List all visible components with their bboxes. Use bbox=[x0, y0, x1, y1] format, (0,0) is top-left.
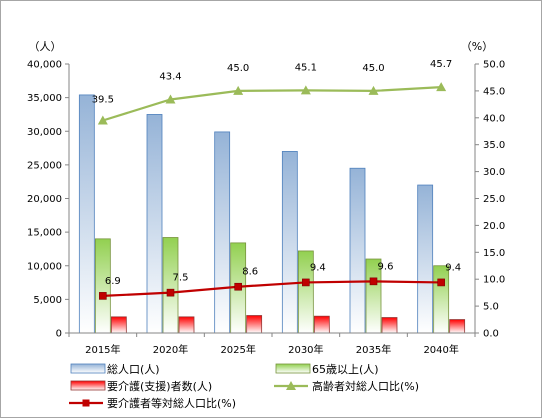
legend-marker-4 bbox=[82, 399, 90, 407]
bar-1-1 bbox=[162, 237, 179, 334]
data-label-1-5: 9.4 bbox=[445, 262, 461, 273]
x-tick-label: 2040年 bbox=[423, 343, 458, 356]
square-marker-2 bbox=[234, 282, 242, 291]
square-marker-4 bbox=[369, 277, 378, 286]
left-tick-label: 35,000 bbox=[27, 93, 62, 104]
legend-label-3: 高齢者対総人口比(%) bbox=[312, 379, 419, 393]
bar-2-2 bbox=[246, 315, 263, 334]
square-marker-5 bbox=[437, 278, 445, 287]
legend-swatch-0 bbox=[70, 363, 106, 374]
bar-2-3 bbox=[313, 315, 330, 334]
legend-swatch-2 bbox=[70, 380, 106, 391]
left-tick-label: 20,000 bbox=[27, 194, 62, 205]
right-tick-label: 5.0 bbox=[483, 302, 499, 313]
x-tick-label: 2015年 bbox=[85, 343, 120, 356]
legend-label-2: 要介護(支援)者数(人) bbox=[107, 379, 212, 393]
legend-label-4: 要介護者等対総人口比(%) bbox=[107, 396, 236, 410]
right-tick-label: 40.0 bbox=[483, 113, 505, 124]
square-marker-1 bbox=[166, 288, 175, 297]
data-label-1-3: 9.4 bbox=[310, 262, 326, 273]
line-series-1 bbox=[102, 280, 442, 297]
bar-0-0 bbox=[78, 94, 95, 334]
plot-area bbox=[78, 82, 466, 334]
x-tick-label: 2020年 bbox=[153, 343, 188, 356]
triangle-marker-3 bbox=[300, 85, 311, 95]
right-tick-label: 35.0 bbox=[483, 140, 505, 151]
x-tick-label: 2035年 bbox=[356, 343, 391, 356]
left-tick-label: 5,000 bbox=[33, 295, 62, 306]
right-tick-label: 25.0 bbox=[483, 194, 505, 205]
left-tick-label: 10,000 bbox=[27, 261, 62, 272]
data-label-1-1: 7.5 bbox=[173, 273, 189, 284]
left-tick-label: 40,000 bbox=[27, 60, 62, 71]
triangle-marker-5 bbox=[436, 82, 447, 92]
right-tick-label: 50.0 bbox=[483, 60, 505, 71]
bar-1-5 bbox=[433, 265, 450, 334]
x-tick-label: 2030年 bbox=[288, 343, 323, 356]
triangle-marker-2 bbox=[233, 85, 244, 95]
line-series-0 bbox=[102, 86, 442, 122]
right-tick-label: 45.0 bbox=[483, 86, 505, 97]
left-axis-unit: （人） bbox=[29, 40, 62, 53]
bar-2-5 bbox=[449, 319, 466, 334]
data-labels: 39.5 43.4 45.0 45.1 45.0 45.7 6.9 7.5 8.6 9.4 9.6 9… bbox=[92, 59, 461, 287]
left-tick-label: 15,000 bbox=[27, 228, 62, 239]
bar-0-5 bbox=[417, 184, 434, 334]
legend-label-1: 65歳以上(人) bbox=[312, 363, 379, 376]
right-tick-label: 0.0 bbox=[483, 329, 499, 340]
left-tick-label: 25,000 bbox=[27, 160, 62, 171]
left-tick-label: 30,000 bbox=[27, 127, 62, 138]
right-tick-label: 15.0 bbox=[483, 248, 505, 259]
triangle-marker-0 bbox=[97, 115, 108, 125]
data-label-0-1: 43.4 bbox=[159, 72, 181, 83]
legend-marker-3 bbox=[286, 381, 296, 390]
data-label-0-4: 45.0 bbox=[362, 63, 384, 74]
left-tick-label: 0 bbox=[56, 329, 62, 340]
right-axis-unit: （%） bbox=[461, 40, 493, 53]
x-tick-label: 2025年 bbox=[220, 343, 255, 356]
square-marker-0 bbox=[99, 292, 107, 300]
axes: 0 5,000 10,000 15,000 20,000 25,000 30,000 35,0… bbox=[27, 40, 505, 356]
legend-label-0: 総人口(人) bbox=[107, 362, 160, 376]
legend: 総人口(人) 65歳以上(人) 要介護(支援)者数(人) 高齢者対総人口比(%) 要介護… bbox=[69, 362, 419, 410]
data-label-0-5: 45.7 bbox=[430, 59, 452, 70]
data-label-0-2: 45.0 bbox=[227, 63, 249, 74]
bar-2-1 bbox=[178, 316, 195, 334]
right-tick-label: 20.0 bbox=[483, 221, 505, 232]
right-tick-label: 10.0 bbox=[483, 275, 505, 286]
triangle-marker-1 bbox=[165, 94, 176, 104]
square-marker-3 bbox=[302, 278, 310, 287]
data-label-0-0: 39.5 bbox=[92, 94, 114, 105]
right-tick-label: 30.0 bbox=[483, 167, 505, 178]
bar-2-0 bbox=[110, 316, 127, 334]
bar-2-4 bbox=[381, 317, 398, 334]
data-label-1-2: 8.6 bbox=[242, 267, 258, 278]
bar-0-1 bbox=[146, 114, 163, 334]
bar-0-4 bbox=[349, 167, 366, 334]
bar-0-3 bbox=[281, 151, 298, 334]
bar-0-2 bbox=[214, 131, 231, 334]
data-label-0-3: 45.1 bbox=[295, 62, 317, 73]
legend-swatch-1 bbox=[275, 363, 311, 374]
triangle-marker-4 bbox=[368, 85, 379, 95]
data-label-1-0: 6.9 bbox=[105, 276, 121, 287]
data-label-1-4: 9.6 bbox=[378, 261, 394, 272]
